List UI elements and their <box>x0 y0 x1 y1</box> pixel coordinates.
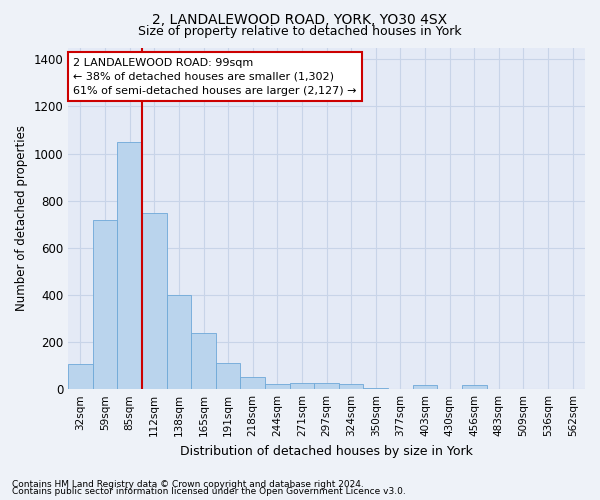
Bar <box>265 384 290 389</box>
Bar <box>93 220 118 389</box>
Bar <box>314 382 339 389</box>
Y-axis label: Number of detached properties: Number of detached properties <box>15 126 28 312</box>
Bar <box>413 385 437 389</box>
Text: 2 LANDALEWOOD ROAD: 99sqm
← 38% of detached houses are smaller (1,302)
61% of se: 2 LANDALEWOOD ROAD: 99sqm ← 38% of detac… <box>73 58 357 96</box>
Bar <box>290 382 314 389</box>
Bar <box>462 385 487 389</box>
Bar <box>364 388 388 389</box>
Bar <box>191 333 216 389</box>
Bar <box>241 378 265 389</box>
Bar <box>167 295 191 389</box>
Bar <box>216 362 241 389</box>
Bar <box>142 213 167 389</box>
Text: 2, LANDALEWOOD ROAD, YORK, YO30 4SX: 2, LANDALEWOOD ROAD, YORK, YO30 4SX <box>152 12 448 26</box>
Bar <box>68 364 93 389</box>
Text: Contains public sector information licensed under the Open Government Licence v3: Contains public sector information licen… <box>12 487 406 496</box>
Bar <box>339 384 364 389</box>
Text: Size of property relative to detached houses in York: Size of property relative to detached ho… <box>138 25 462 38</box>
X-axis label: Distribution of detached houses by size in York: Distribution of detached houses by size … <box>180 444 473 458</box>
Bar <box>118 142 142 389</box>
Text: Contains HM Land Registry data © Crown copyright and database right 2024.: Contains HM Land Registry data © Crown c… <box>12 480 364 489</box>
